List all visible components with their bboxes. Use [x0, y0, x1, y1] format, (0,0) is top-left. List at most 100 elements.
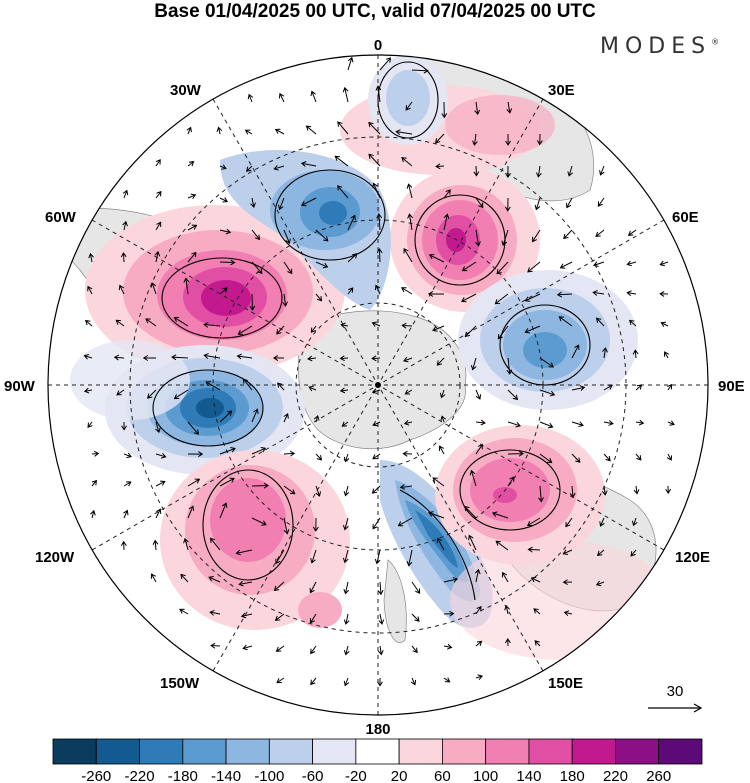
colorbar-swatch: [95, 738, 140, 765]
wind-arrow: [539, 389, 556, 397]
wind-arrow: [494, 293, 509, 305]
colorbar-tick-label: 20: [391, 768, 408, 783]
wind-arrow: [155, 421, 161, 434]
wind-arrow: [283, 261, 293, 275]
wind-arrow: [402, 450, 413, 457]
wind-arrow: [376, 213, 383, 231]
wind-arrow: [347, 214, 356, 231]
wind-arrow: [313, 415, 320, 423]
wind-arrow: [377, 645, 384, 656]
brand-name: MODES: [600, 34, 712, 59]
wind-arrow: [533, 608, 541, 615]
anomaly-10: [435, 425, 605, 565]
wind-arrow: [278, 197, 285, 211]
wind-arrow: [219, 447, 236, 455]
wind-arrow: [274, 613, 285, 621]
wind-arrow: [309, 581, 317, 594]
wind-arrow: [308, 385, 317, 392]
wind-arrow: [83, 353, 93, 360]
wind-arrow: [343, 613, 350, 625]
wind-arrow: [282, 293, 289, 307]
wind-arrow: [283, 517, 290, 535]
wind-arrow: [495, 540, 509, 551]
wind-arrow: [534, 197, 541, 211]
wind-arrow: [536, 133, 543, 146]
wind-arrow: [343, 677, 350, 687]
wind-arrow: [219, 197, 229, 203]
colorbar-tick-label: 100: [473, 768, 498, 783]
wind-arrow: [428, 253, 445, 263]
wind-arrow: [377, 677, 383, 687]
wind-arrow: [562, 579, 573, 586]
wind-arrow: [155, 190, 162, 199]
colorbar-tick-label: -60: [302, 768, 324, 783]
lon-label-60w: 60W: [45, 209, 77, 226]
wind-arrow: [504, 637, 511, 647]
wind-arrow: [441, 101, 448, 119]
wind-arrow: [593, 261, 605, 267]
wind-arrow: [219, 502, 228, 519]
wind-arrow: [534, 640, 541, 647]
wind-arrow: [88, 252, 95, 263]
wind-arrow: [152, 539, 159, 551]
wind-arrow: [596, 549, 605, 556]
wind-arrow: [187, 251, 197, 263]
wind-arrow: [343, 645, 350, 656]
wind-arrow: [343, 485, 350, 497]
vector-reference-arrowhead: [693, 703, 703, 713]
wind-arrow: [524, 325, 541, 334]
wind-arrow: [397, 517, 413, 527]
wind-arrow: [283, 413, 289, 423]
wind-arrow: [342, 86, 349, 103]
wind-arrow: [411, 645, 418, 654]
lon-label-30e: 30E: [548, 82, 575, 99]
wind-arrow: [635, 384, 643, 391]
wind-arrow: [273, 581, 285, 592]
wind-arrow: [238, 580, 253, 587]
wind-arrow: [507, 421, 521, 428]
wind-arrow: [173, 389, 189, 400]
wind-arrow: [272, 355, 285, 361]
wind-arrow: [90, 509, 96, 519]
colorbar-tick-label: -220: [125, 768, 155, 783]
wind-arrow: [475, 229, 481, 247]
anomaly-6: [220, 150, 391, 310]
wind-arrow: [219, 477, 235, 487]
wind-arrow: [473, 165, 480, 177]
wind-arrow: [171, 354, 189, 361]
wind-arrow: [340, 322, 349, 329]
wind-arrow: [566, 197, 573, 209]
wind-arrow: [113, 354, 125, 361]
wind-arrow: [395, 129, 413, 136]
wind-arrow: [84, 319, 93, 327]
lon-label-60e: 60E: [672, 209, 699, 226]
wind-arrow: [342, 517, 349, 531]
wind-arrow: [155, 221, 162, 231]
wind-arrow: [236, 353, 253, 360]
lon-label-90e: 90E: [718, 378, 745, 395]
wind-arrow: [219, 287, 228, 295]
wind-arrow: [595, 229, 605, 237]
wind-arrow: [535, 165, 542, 178]
wind-arrow: [115, 319, 125, 327]
wind-arrow: [464, 325, 477, 338]
colorbar-tick-label: 60: [434, 768, 451, 783]
wind-arrow: [628, 319, 637, 327]
anomaly-11: [450, 540, 670, 660]
wind-arrow: [219, 228, 232, 235]
wind-arrow: [307, 355, 317, 362]
wind-arrow: [461, 293, 477, 303]
wind-arrow: [187, 478, 201, 487]
wind-arrow: [150, 573, 157, 583]
wind-arrow: [595, 317, 605, 327]
wind-arrow: [339, 387, 349, 394]
wind-arrow: [475, 640, 483, 647]
colorbar-tick-label: -260: [81, 768, 111, 783]
wind-arrow: [341, 421, 349, 427]
wind-arrow: [530, 576, 541, 583]
wind-arrow: [601, 485, 608, 496]
wind-arrow: [440, 415, 446, 423]
wind-arrow: [247, 93, 254, 103]
wind-arrow: [571, 385, 586, 392]
wind-arrow: [371, 321, 381, 327]
